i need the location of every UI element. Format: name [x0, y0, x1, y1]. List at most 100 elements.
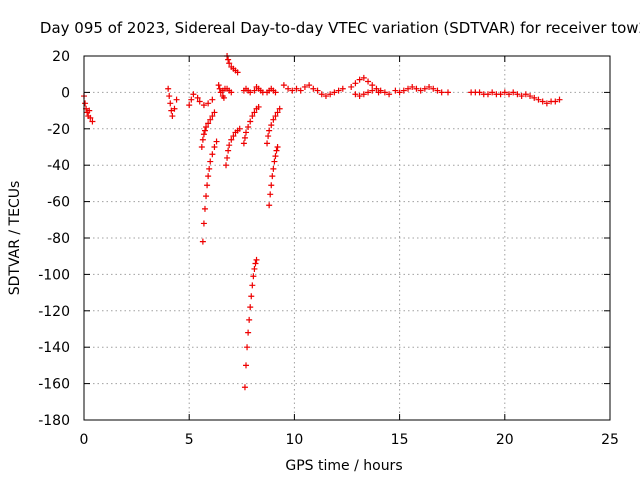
y-tick-label: -120	[38, 304, 70, 320]
data-point	[314, 87, 321, 94]
y-tick-label: -40	[47, 158, 70, 174]
data-point	[272, 113, 279, 120]
data-point	[207, 158, 214, 165]
data-point	[335, 87, 342, 94]
data-point	[211, 109, 218, 116]
data-point	[240, 140, 247, 147]
data-point	[188, 96, 195, 103]
data-point	[268, 182, 275, 189]
data-point	[205, 173, 212, 180]
data-point	[167, 100, 174, 107]
data-point	[369, 87, 376, 94]
data-point	[199, 238, 206, 245]
data-point	[251, 109, 258, 116]
data-point	[199, 136, 206, 143]
data-point	[518, 93, 525, 100]
data-point	[234, 69, 241, 76]
data-point	[356, 93, 363, 100]
series-arc-l	[240, 85, 254, 96]
data-point	[204, 182, 211, 189]
data-point	[207, 116, 214, 123]
data-point	[273, 147, 280, 154]
data-point	[269, 173, 276, 180]
data-point	[225, 56, 232, 63]
data-point	[245, 329, 252, 336]
data-point	[255, 103, 262, 110]
data-point	[200, 220, 207, 227]
data-point	[272, 153, 279, 160]
data-point	[223, 162, 230, 169]
data-point	[400, 87, 407, 94]
series-arc-i	[219, 85, 235, 96]
data-point	[241, 384, 248, 391]
y-tick-label: 20	[52, 49, 70, 65]
data-point	[271, 158, 278, 165]
data-point	[381, 89, 388, 96]
series-arc-d	[198, 109, 218, 150]
data-point	[339, 85, 346, 92]
data-point	[169, 113, 176, 120]
y-tick-label: -100	[38, 267, 70, 283]
data-point	[514, 91, 521, 98]
data-point	[348, 83, 355, 90]
data-point	[535, 96, 542, 103]
data-point	[186, 102, 193, 109]
data-point	[236, 125, 243, 132]
data-point	[251, 87, 258, 94]
data-point	[205, 100, 212, 107]
y-tick-label: -140	[38, 340, 70, 356]
data-point	[225, 147, 232, 154]
x-tick-label: 20	[496, 432, 514, 448]
data-point	[171, 105, 178, 112]
data-point	[166, 93, 173, 100]
data-point	[82, 100, 89, 107]
data-point	[230, 133, 237, 140]
x-tick-label: 5	[185, 432, 194, 448]
plot-frame	[83, 55, 611, 421]
data-point	[280, 82, 287, 89]
data-point	[421, 85, 428, 92]
x-tick-label: 15	[391, 432, 409, 448]
data-point	[285, 85, 292, 92]
data-point	[250, 273, 257, 280]
data-point	[203, 193, 210, 200]
data-point	[190, 91, 197, 98]
data-point	[215, 82, 222, 89]
series-arc-o	[264, 105, 283, 147]
y-axis-label: SDTVAR / TECUs	[7, 181, 23, 296]
data-point	[243, 129, 250, 136]
data-point	[434, 87, 441, 94]
data-point	[522, 91, 529, 98]
data-point	[310, 85, 317, 92]
data-point	[430, 85, 437, 92]
data-point	[331, 89, 338, 96]
tick-labels: 0 5 10 15 20 25 20 0 -20 -40 -60 -80 -100 -120 -140 -16…	[38, 49, 619, 448]
data-point	[413, 85, 420, 92]
series-arc-n	[266, 144, 281, 209]
data-point	[247, 89, 254, 96]
data-point	[241, 134, 248, 141]
data-point	[489, 89, 496, 96]
data-points	[81, 53, 563, 391]
series-arc-q	[280, 82, 346, 100]
data-point	[267, 191, 274, 198]
data-point	[444, 89, 451, 96]
data-point	[476, 89, 483, 96]
data-point	[405, 85, 412, 92]
data-point	[165, 85, 172, 92]
data-point	[270, 165, 277, 172]
data-point	[373, 85, 380, 92]
data-point	[265, 133, 272, 140]
data-point	[248, 293, 255, 300]
data-point	[87, 114, 94, 121]
series-arc-u	[468, 89, 534, 100]
series-arc-a	[81, 93, 96, 125]
data-point	[274, 109, 281, 116]
data-point	[396, 89, 403, 96]
series-arc-j	[240, 103, 262, 147]
data-point	[274, 144, 281, 150]
data-point	[216, 85, 223, 92]
data-point	[552, 98, 559, 105]
data-point	[203, 123, 210, 130]
data-point	[365, 78, 372, 85]
